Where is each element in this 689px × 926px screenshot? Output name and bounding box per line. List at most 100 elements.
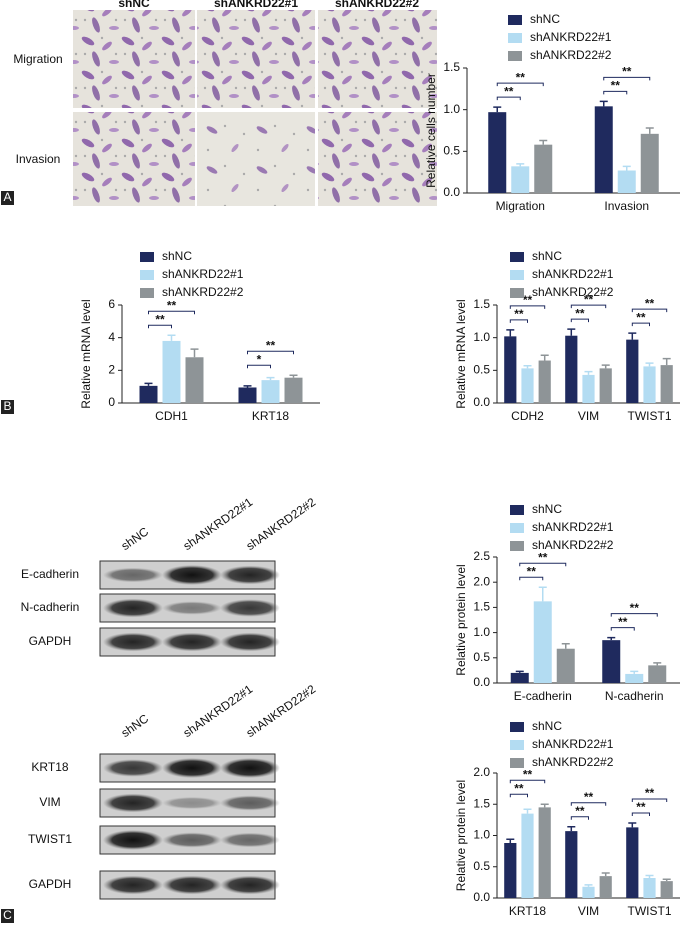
legend-swatch [510, 722, 524, 732]
blot-column-label: shNC [119, 711, 152, 740]
significance-bracket [148, 310, 195, 315]
significance-label: ** [622, 65, 632, 79]
y-tick-label: 1.0 [473, 828, 490, 842]
legend-label: shNC [162, 249, 192, 263]
column-label: shANKRD22#2 [335, 0, 419, 10]
significance-bracket [519, 576, 544, 581]
error-bar [515, 670, 524, 673]
legend-swatch [508, 15, 522, 25]
y-tick-label: 0.5 [473, 363, 490, 377]
error-bar [539, 139, 548, 145]
x-tick-label: Invasion [604, 199, 649, 213]
x-tick-label: Migration [496, 199, 545, 213]
error-bar [630, 670, 639, 674]
bar [139, 385, 158, 403]
significance-bracket [610, 613, 658, 617]
legend-label: shANKRD22#2 [532, 538, 614, 552]
significance-label: ** [514, 781, 524, 795]
x-tick-label: VIM [578, 409, 599, 423]
bar [640, 133, 659, 193]
error-bar [567, 328, 576, 336]
bar [599, 876, 612, 898]
blot-row-label: VIM [39, 795, 60, 809]
bar [625, 673, 644, 683]
y-tick-label: 2 [108, 363, 115, 377]
panel-label-box [1, 909, 14, 923]
bar [488, 112, 507, 193]
blot-band [103, 830, 163, 850]
legend-label: shANKRD22#1 [532, 737, 614, 751]
y-tick-label: 0.0 [443, 185, 460, 199]
significance-bracket [610, 627, 635, 631]
bar [162, 340, 181, 403]
significance-bracket [519, 562, 567, 567]
significance-bracket [570, 816, 589, 820]
error-bar [506, 838, 515, 843]
significance-label: ** [523, 293, 533, 307]
row-label: Migration [13, 52, 62, 66]
significance-bracket [570, 318, 589, 323]
error-bar [662, 878, 671, 882]
microscopy-image [73, 112, 195, 206]
y-tick-label: 4 [108, 330, 115, 344]
bar [238, 387, 257, 403]
y-tick-label: 1.5 [473, 297, 490, 311]
y-tick-label: 0.0 [473, 675, 490, 689]
blot-band [220, 795, 280, 811]
bar [626, 827, 639, 898]
x-tick-label: VIM [578, 904, 599, 918]
significance-label: ** [266, 338, 276, 352]
legend-swatch [508, 51, 522, 61]
legend-label: shANKRD22#2 [532, 755, 614, 769]
significance-bracket [631, 812, 650, 816]
bar [538, 807, 551, 898]
blot-band [103, 793, 163, 813]
bar [284, 377, 303, 403]
bar [185, 357, 204, 403]
bar [261, 380, 280, 403]
significance-label: ** [630, 601, 640, 615]
y-axis-label: Relative mRNA level [79, 299, 93, 408]
error-bar [628, 332, 637, 340]
blot-band [220, 875, 280, 895]
y-tick-label: 0.5 [473, 859, 490, 873]
significance-label: ** [645, 786, 655, 800]
blot-band [162, 601, 222, 615]
legend-label: shANKRD22#1 [532, 520, 614, 534]
significance-label: ** [516, 70, 526, 84]
panel-label: C [3, 908, 12, 922]
legend-label: shANKRD22#1 [162, 267, 244, 281]
bar [648, 665, 667, 683]
significance-bracket [496, 96, 521, 101]
row-label: Invasion [16, 152, 61, 166]
blot-row-label: KRT18 [31, 760, 68, 774]
y-tick-label: 0.5 [443, 144, 460, 158]
significance-label: ** [636, 800, 646, 814]
x-tick-label: CDH1 [155, 409, 188, 423]
error-bar [567, 826, 576, 832]
bar [565, 335, 578, 403]
significance-label: ** [636, 310, 646, 324]
error-bar [144, 382, 153, 386]
legend-swatch [510, 758, 524, 768]
panel-label-box [1, 191, 14, 205]
bar [594, 106, 613, 193]
x-tick-label: TWIST1 [628, 904, 672, 918]
bar [510, 672, 529, 683]
y-tick-label: 0 [108, 395, 115, 409]
blot-band [103, 567, 163, 583]
microscopy-image [73, 10, 195, 108]
bar [534, 144, 553, 193]
significance-bracket [570, 304, 607, 309]
blot-row-label: TWIST1 [28, 832, 72, 846]
y-tick-label: 2.5 [473, 549, 490, 563]
legend-label: shNC [532, 502, 562, 516]
blot-band [220, 758, 280, 778]
y-tick-label: 1.5 [443, 60, 460, 74]
error-bar [601, 364, 610, 369]
bar [643, 366, 656, 403]
legend-label: shNC [532, 719, 562, 733]
significance-bracket [603, 76, 651, 81]
blot-band [162, 832, 222, 848]
